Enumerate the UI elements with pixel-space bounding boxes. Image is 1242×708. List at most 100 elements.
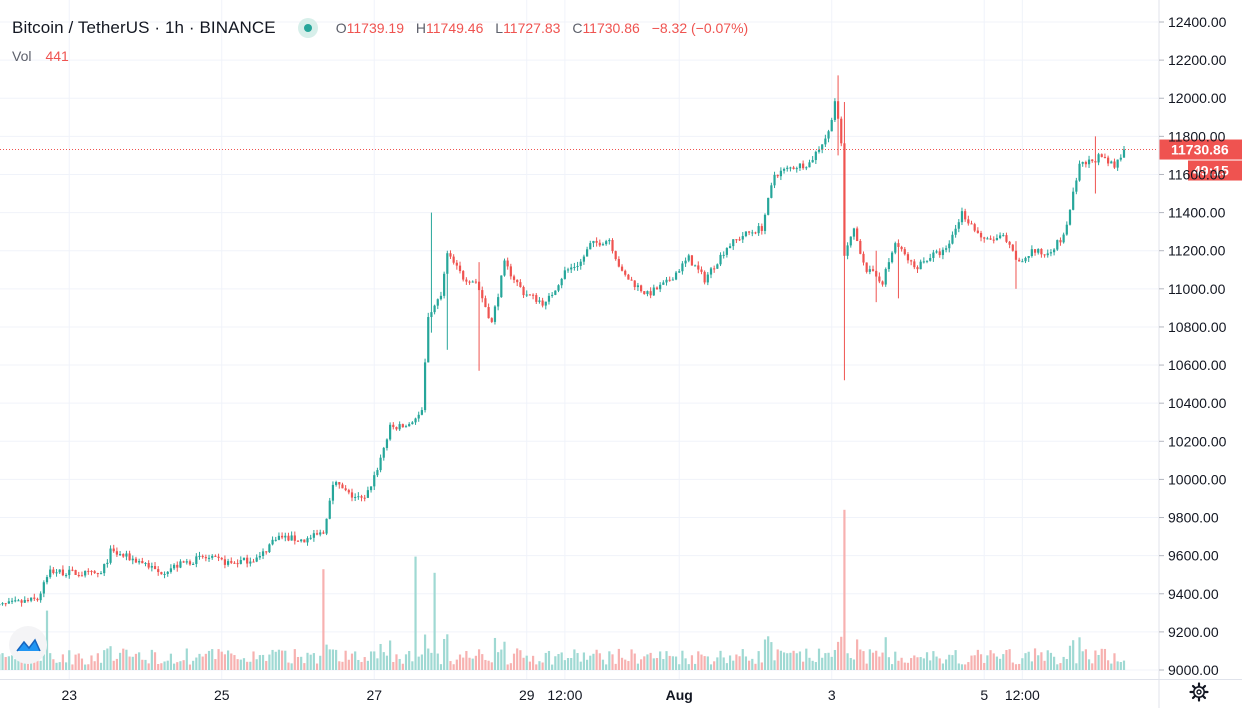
gear-icon[interactable] <box>1188 681 1210 703</box>
volume-bar <box>643 656 646 670</box>
volume-bar <box>452 664 455 670</box>
volume-bar <box>268 654 271 670</box>
candle-body <box>169 568 173 572</box>
candle-body <box>20 600 23 603</box>
candle-body <box>782 168 786 171</box>
candle-body <box>1024 257 1027 262</box>
volume-bar <box>1097 654 1100 670</box>
volume-bar <box>938 658 941 670</box>
volume-bar <box>42 654 45 670</box>
candle-body <box>903 249 906 255</box>
candle-body <box>185 561 188 563</box>
candle-body <box>738 239 741 241</box>
candle-body <box>751 232 754 234</box>
volume-bar <box>1024 653 1027 670</box>
volume-bar <box>306 652 309 670</box>
volume-bar <box>1100 648 1103 670</box>
volume-bar <box>1062 656 1065 670</box>
volume-bar <box>4 657 7 670</box>
candle-body <box>589 243 592 250</box>
symbol-title[interactable]: Bitcoin / TetherUS · 1h · BINANCE <box>12 18 276 37</box>
candle-body <box>859 240 862 254</box>
time-tick-label: 5 <box>980 687 988 703</box>
candle-body <box>1091 159 1094 162</box>
candle-body <box>306 538 309 543</box>
volume-bar <box>795 653 798 670</box>
volume-bar <box>33 661 36 670</box>
volume-bar <box>684 658 687 670</box>
volume-bar <box>201 656 204 670</box>
volume-bar <box>748 660 751 670</box>
candle-body <box>255 557 258 562</box>
volume-bar <box>1005 650 1008 670</box>
volume-bar <box>153 652 157 670</box>
time-tick-label: 12:00 <box>547 687 582 703</box>
volume-bar <box>582 652 586 670</box>
volume-bar <box>601 659 605 670</box>
tradingview-logo-icon[interactable] <box>9 626 47 664</box>
candle-body <box>201 555 204 558</box>
candle-body <box>125 553 128 557</box>
volume-bar <box>1075 663 1078 670</box>
candle-body <box>957 222 960 229</box>
market-status-icon[interactable] <box>297 18 318 38</box>
volume-bar <box>821 657 824 670</box>
volume-bar <box>560 652 563 670</box>
ohlc-values: O11739.19 H11749.46 L11727.83 C11730.86 … <box>336 20 748 36</box>
candle-body <box>846 245 849 256</box>
volume-bar <box>1094 650 1097 670</box>
candle-body <box>732 239 735 247</box>
candle-body <box>239 560 242 564</box>
last-price-label: 11730.86 <box>1171 142 1229 158</box>
candle-body <box>369 486 373 491</box>
volume-bar <box>652 658 655 670</box>
volume-bar <box>449 661 452 670</box>
volume-bar <box>373 651 376 670</box>
candle-body <box>992 239 995 241</box>
volume-bar <box>910 658 913 670</box>
candle-body <box>620 266 624 271</box>
candle-body <box>246 557 249 564</box>
candle-body <box>115 551 119 555</box>
volume-bar <box>493 637 497 670</box>
volume-bar <box>852 659 856 670</box>
candle-body <box>261 551 265 556</box>
price-tick-label: 10800.00 <box>1168 319 1227 335</box>
volume-bar <box>1053 656 1056 670</box>
volume-bar <box>204 653 207 670</box>
volume-bar <box>951 655 954 670</box>
candle-body <box>315 533 319 535</box>
volume-bar <box>668 655 671 670</box>
volume-bar <box>674 656 678 670</box>
volume-bar <box>716 657 719 670</box>
volume-bar <box>506 664 509 670</box>
volume-bar <box>296 656 300 670</box>
volume-bar <box>465 650 468 670</box>
candle-body <box>408 424 411 427</box>
volume-bar <box>128 656 131 670</box>
candle-body <box>312 533 315 538</box>
volume-bar <box>916 657 919 670</box>
candle-body <box>258 555 261 558</box>
price-tick-label: 11200.00 <box>1168 243 1226 259</box>
volume-bar <box>1014 664 1018 670</box>
high-label: H <box>415 20 427 36</box>
candle-body <box>354 496 357 498</box>
candle-body <box>560 278 563 286</box>
volume-label: Vol <box>12 48 32 64</box>
volume-bar <box>58 662 61 670</box>
candle-body <box>744 231 748 237</box>
candle-body <box>595 240 598 243</box>
volume-bar <box>462 657 465 670</box>
volume-bar <box>252 651 255 670</box>
volume-bar <box>687 664 690 670</box>
candle-body <box>633 280 636 288</box>
candle-body <box>894 243 897 253</box>
volume-bar <box>1037 655 1040 670</box>
candle-body <box>7 601 10 604</box>
candle-body <box>484 298 487 308</box>
volume-bar <box>233 655 236 670</box>
candle-body <box>767 197 770 215</box>
candle-body <box>395 427 398 430</box>
